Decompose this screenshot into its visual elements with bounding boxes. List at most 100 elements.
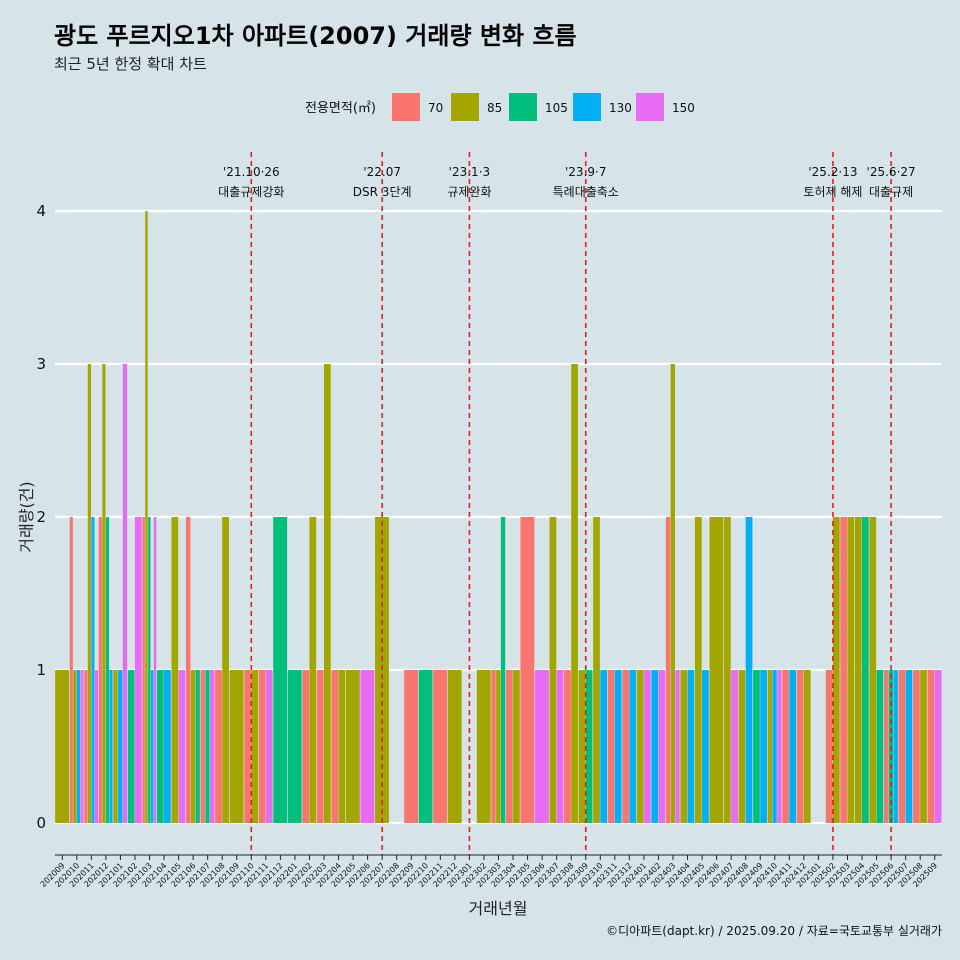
bar-202102-150	[134, 517, 142, 823]
bar-202401-85	[636, 670, 644, 823]
bar-202507-130	[905, 670, 913, 823]
bar-202011-70	[84, 670, 88, 823]
bar-202011-85	[87, 364, 91, 823]
event-date-2: '23.1·3	[449, 165, 490, 179]
event-lines: '21.10·26 대출규제강화 '22.07 DSR 3단계 '23.1·3 규제완화 '…	[218, 152, 916, 855]
bar-202211-70	[433, 670, 448, 823]
bar-202308-70	[564, 670, 571, 823]
bar-202103-70	[142, 517, 145, 823]
bar-202204-85	[338, 670, 346, 823]
bar-202407-150	[731, 670, 738, 823]
event-date-1: '22.07	[363, 165, 401, 179]
bar-202404-85	[680, 670, 688, 823]
bar-202303-105	[500, 517, 506, 823]
bar-202509-150	[934, 670, 942, 823]
bar-202010-85	[73, 670, 77, 823]
bar-202103-150	[153, 517, 157, 823]
chart-subtitle: 최근 5년 한정 확대 차트	[54, 55, 207, 73]
bar-202412-85	[803, 670, 811, 823]
bar-202104-105	[156, 670, 164, 823]
legend-key-150	[636, 93, 664, 121]
bar-202107-70	[200, 670, 205, 823]
y-axis-title: 거래량(건)	[17, 481, 36, 552]
x-axis: 2020092020102020112020122021012021022021…	[39, 854, 942, 889]
legend-label-150: 150	[672, 101, 695, 115]
legend-key-130	[573, 93, 601, 121]
legend-key-85	[451, 93, 479, 121]
bar-202012-85	[102, 364, 106, 823]
bar-202103-85	[145, 211, 148, 823]
bar-202103-105	[148, 517, 151, 823]
event-date-4: '25.2·13	[808, 165, 857, 179]
bar-202101-150	[122, 364, 128, 823]
bar-202106-70	[186, 517, 191, 823]
bar-202206-150	[360, 670, 375, 823]
bar-202105-150	[178, 670, 186, 823]
event-label-4: 토허제 해제	[803, 185, 862, 199]
bar-202311-70	[607, 670, 615, 823]
bar-202107-150	[210, 670, 215, 823]
x-axis-title: 거래년월	[469, 899, 528, 918]
caption: ©디아파트(dapt.kr) / 2025.09.20 / 자료=국토교통부 실…	[606, 924, 942, 938]
bar-202311-130	[614, 670, 622, 823]
bar-202406-85	[709, 517, 724, 823]
y-tick-label-1: 1	[36, 661, 46, 679]
bar-202412-70	[796, 670, 804, 823]
bar-202205-85	[345, 670, 360, 823]
bar-202404-130	[687, 670, 695, 823]
bar-202101-85	[113, 670, 118, 823]
bar-202401-150	[643, 670, 651, 823]
bar-202509-70	[927, 670, 935, 823]
bar-202303-70	[491, 670, 496, 823]
bar-202402-130	[651, 670, 659, 823]
bar-202405-130	[702, 670, 709, 823]
legend-key-105	[509, 93, 537, 121]
bar-202304-70	[505, 670, 513, 823]
bar-202011-130	[91, 517, 95, 823]
bar-202305-70	[520, 517, 535, 823]
bar-202308-85	[571, 364, 578, 823]
bar-202505-105	[876, 670, 884, 823]
bar-202508-85	[920, 670, 927, 823]
bar-202304-85	[513, 670, 520, 823]
bar-202411-70	[782, 670, 789, 823]
legend-label-85: 85	[487, 101, 502, 115]
legend-key-70	[392, 93, 420, 121]
bar-202009-85	[55, 670, 69, 823]
bar-202307-150	[556, 670, 564, 823]
bar-202306-150	[534, 670, 549, 823]
bar-202201-105	[287, 670, 302, 823]
bar-202505-85	[869, 517, 877, 823]
bar-202106-105	[195, 670, 200, 823]
bar-202111-150	[265, 670, 273, 823]
legend-label-105: 105	[545, 101, 568, 115]
bar-202101-130	[118, 670, 123, 823]
legend-label-70: 70	[428, 101, 443, 115]
legend: 전용면적(㎡) 70 85 105 130 150	[305, 93, 695, 121]
legend-title: 전용면적(㎡)	[305, 101, 376, 116]
bar-202111-70	[258, 670, 266, 823]
bar-202106-85	[190, 670, 196, 823]
bars-layer	[55, 211, 942, 823]
bar-202102-105	[127, 670, 135, 823]
bar-202012-130	[109, 670, 113, 823]
bar-202112-105	[273, 517, 288, 823]
bar-202212-85	[447, 670, 462, 823]
event-label-5: 대출규제	[869, 185, 913, 199]
bar-202105-85	[171, 517, 179, 823]
y-tick-label-2: 2	[36, 508, 46, 526]
bar-202403-150	[675, 670, 680, 823]
bar-202010-150	[80, 670, 84, 823]
bar-202204-70	[331, 670, 339, 823]
bar-202203-70	[316, 670, 324, 823]
bar-202011-150	[94, 670, 99, 823]
bar-202202-70	[302, 670, 310, 823]
y-tick-label-0: 0	[36, 814, 46, 832]
bar-202110-70	[244, 670, 251, 823]
bar-202312-130	[629, 670, 637, 823]
bar-202410-130	[772, 670, 777, 823]
bar-202302-85	[476, 670, 491, 823]
bar-202405-85	[694, 517, 702, 823]
bar-202310-85	[593, 517, 600, 823]
